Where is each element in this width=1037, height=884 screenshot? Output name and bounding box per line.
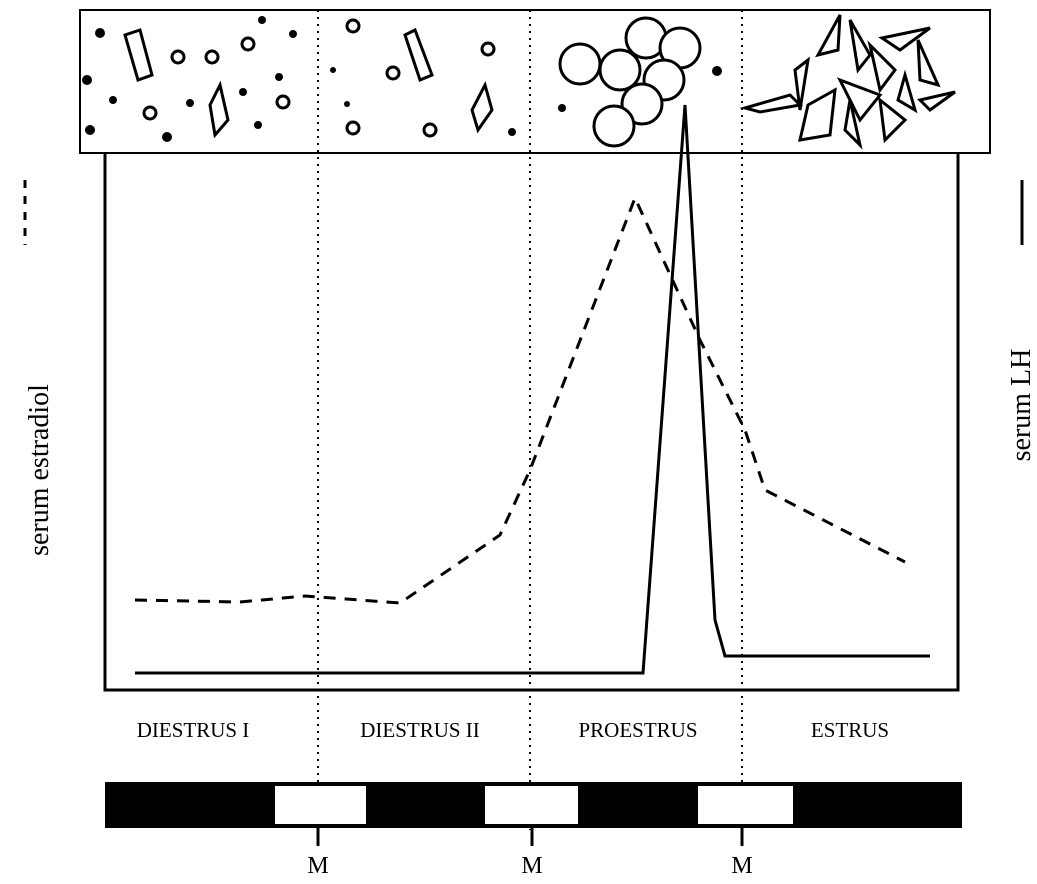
left-axis-label: serum estradiol [24,384,55,556]
stage-label: PROESTRUS [578,718,697,742]
right-axis-label: serum LH [1006,349,1037,462]
light-period [485,786,578,824]
marker-label: M [307,853,328,879]
nucleated-cells [558,16,702,148]
marker-label: M [521,853,542,879]
light-period [698,786,793,824]
lh-curve [135,104,930,675]
diestrus-cells [82,16,722,142]
cornified-cells [739,14,956,150]
stage-label: DIESTRUS I [137,718,250,742]
light-period [275,786,366,824]
stage-label: DIESTRUS II [360,718,480,742]
marker-label: M [731,853,752,879]
leukocytes [123,18,496,139]
plot-frame [103,153,960,692]
estradiol-curve [134,194,906,605]
stage-label: ESTRUS [811,718,889,742]
